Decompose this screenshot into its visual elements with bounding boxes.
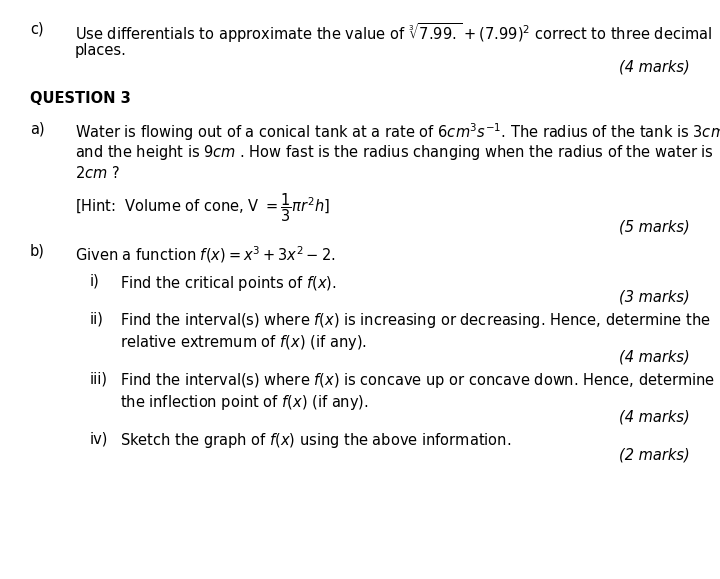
Text: (5 marks): (5 marks) bbox=[619, 219, 690, 234]
Text: places.: places. bbox=[75, 43, 127, 58]
Text: 2$cm$ ?: 2$cm$ ? bbox=[75, 165, 120, 181]
Text: iv): iv) bbox=[90, 431, 109, 446]
Text: (4 marks): (4 marks) bbox=[619, 59, 690, 74]
Text: Find the interval(s) where $f(x)$ is concave up or concave down. Hence, determin: Find the interval(s) where $f(x)$ is con… bbox=[120, 371, 715, 390]
Text: relative extremum of $f(x)$ (if any).: relative extremum of $f(x)$ (if any). bbox=[120, 333, 366, 352]
Text: Use differentials to approximate the value of $\sqrt[3]{7.99.}+(7.99)^{2}$ corre: Use differentials to approximate the val… bbox=[75, 21, 712, 45]
Text: (3 marks): (3 marks) bbox=[619, 289, 690, 304]
Text: QUESTION 3: QUESTION 3 bbox=[30, 91, 131, 106]
Text: Find the critical points of $f(x)$.: Find the critical points of $f(x)$. bbox=[120, 274, 337, 293]
Text: a): a) bbox=[30, 121, 45, 136]
Text: (4 marks): (4 marks) bbox=[619, 349, 690, 364]
Text: [Hint:  Volume of cone, V $=\dfrac{1}{3}\pi r^{2}h$]: [Hint: Volume of cone, V $=\dfrac{1}{3}\… bbox=[75, 191, 330, 223]
Text: iii): iii) bbox=[90, 371, 108, 386]
Text: Sketch the graph of $f(x)$ using the above information.: Sketch the graph of $f(x)$ using the abo… bbox=[120, 431, 511, 450]
Text: (4 marks): (4 marks) bbox=[619, 409, 690, 424]
Text: c): c) bbox=[30, 21, 44, 36]
Text: b): b) bbox=[30, 244, 45, 259]
Text: the inflection point of $f(x)$ (if any).: the inflection point of $f(x)$ (if any). bbox=[120, 393, 369, 412]
Text: (2 marks): (2 marks) bbox=[619, 447, 690, 462]
Text: Find the interval(s) where $f(x)$ is increasing or decreasing. Hence, determine : Find the interval(s) where $f(x)$ is inc… bbox=[120, 311, 711, 330]
Text: ii): ii) bbox=[90, 311, 104, 326]
Text: Water is flowing out of a conical tank at a rate of 6$cm^{3}s^{-1}$. The radius : Water is flowing out of a conical tank a… bbox=[75, 121, 720, 142]
Text: and the height is 9$cm$ . How fast is the radius changing when the radius of the: and the height is 9$cm$ . How fast is th… bbox=[75, 143, 714, 162]
Text: i): i) bbox=[90, 274, 100, 289]
Text: Given a function $f(x) = x^{3}+3x^{2}-2.$: Given a function $f(x) = x^{3}+3x^{2}-2.… bbox=[75, 244, 336, 265]
